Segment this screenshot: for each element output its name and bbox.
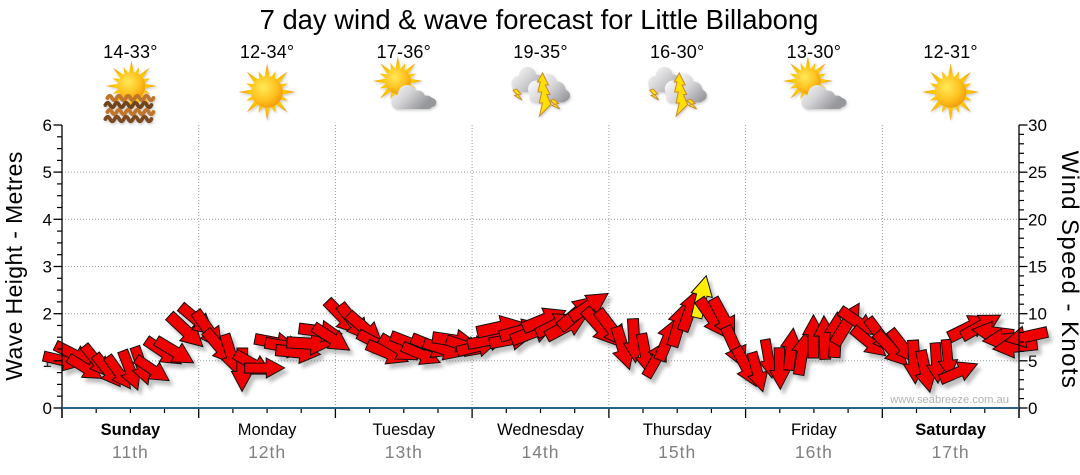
svg-text:12th: 12th (248, 442, 286, 462)
svg-text:Saturday: Saturday (915, 421, 986, 439)
svg-text:13th: 13th (385, 442, 423, 462)
svg-text:0: 0 (1028, 399, 1037, 418)
svg-text:4: 4 (43, 210, 52, 229)
svg-text:12-31°: 12-31° (923, 42, 977, 62)
svg-text:2: 2 (43, 305, 52, 324)
svg-text:15th: 15th (658, 442, 696, 462)
svg-text:16-30°: 16-30° (650, 42, 704, 62)
svg-text:7 day wind & wave forecast for: 7 day wind & wave forecast for Little Bi… (260, 4, 819, 35)
svg-text:13-30°: 13-30° (787, 42, 841, 62)
svg-text:25: 25 (1028, 163, 1047, 182)
svg-text:11th: 11th (112, 442, 149, 462)
svg-text:16th: 16th (795, 442, 833, 462)
svg-text:Monday: Monday (238, 421, 297, 439)
svg-text:Tuesday: Tuesday (372, 421, 435, 439)
svg-text:17-36°: 17-36° (377, 42, 431, 62)
svg-text:14-33°: 14-33° (103, 42, 157, 62)
svg-text:14th: 14th (521, 442, 559, 462)
svg-text:19-35°: 19-35° (513, 42, 567, 62)
svg-text:15: 15 (1028, 258, 1047, 277)
svg-text:12-34°: 12-34° (240, 42, 294, 62)
svg-text:Wednesday: Wednesday (497, 421, 585, 439)
svg-text:30: 30 (1028, 116, 1047, 135)
svg-text:10: 10 (1028, 305, 1047, 324)
svg-text:3: 3 (43, 258, 52, 277)
svg-text:6: 6 (43, 116, 52, 135)
svg-text:Friday: Friday (791, 421, 838, 439)
svg-text:Wave Height - Metres: Wave Height - Metres (1, 151, 27, 381)
svg-text:20: 20 (1028, 210, 1047, 229)
svg-text:0: 0 (43, 399, 52, 418)
svg-text:5: 5 (43, 163, 52, 182)
svg-text:Sunday: Sunday (101, 421, 161, 439)
svg-text:Wind Speed - Knots: Wind Speed - Knots (1056, 151, 1080, 390)
svg-text:Thursday: Thursday (643, 421, 713, 439)
svg-text:17th: 17th (932, 442, 970, 462)
svg-text:5: 5 (1028, 352, 1037, 371)
svg-text:www.seabreeze.com.au: www.seabreeze.com.au (889, 394, 1009, 406)
